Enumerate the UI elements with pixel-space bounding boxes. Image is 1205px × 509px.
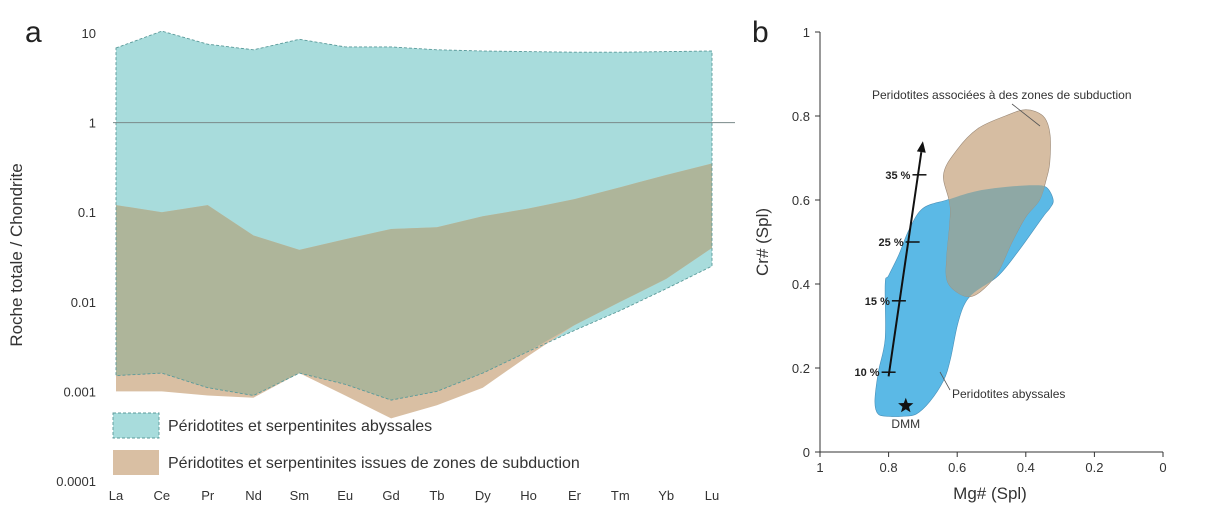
x-tick-label-eu: Eu [337, 488, 353, 503]
legend-swatch-subduction [113, 450, 159, 475]
x-tick-label: 0.2 [1085, 460, 1103, 475]
y-tick-label: 0.8 [792, 109, 810, 124]
x-tick-label-ho: Ho [520, 488, 537, 503]
panel-b-melting-arrow: 10 % 15 % 25 % 35 % [855, 141, 927, 379]
melting-tick-label: 10 % [855, 367, 880, 379]
y-tick-label: 0.0001 [56, 474, 96, 489]
annotation-subduction-leader [1011, 103, 1041, 127]
dmm-star-marker [898, 397, 914, 413]
y-tick-label: 0.01 [71, 295, 96, 310]
annotation-abyssal-leader [939, 371, 951, 391]
y-tick-label: 1 [803, 25, 810, 40]
x-tick-label-tb: Tb [429, 488, 444, 503]
panel-b-x-axis-title: Mg# (Spl) [953, 484, 1027, 503]
x-tick-label-la: La [109, 488, 124, 503]
dmm-label: DMM [891, 417, 920, 431]
x-tick-label: 0.8 [880, 460, 898, 475]
melting-tick-label: 15 % [865, 296, 890, 308]
x-tick-label-gd: Gd [382, 488, 399, 503]
area-overlap [116, 163, 712, 401]
x-tick-label-yb: Yb [658, 488, 674, 503]
x-tick-label-pr: Pr [201, 488, 215, 503]
panel-a-axes: 10 1 0.1 0.01 0.001 0.0001 La Ce Pr Nd Sm Eu Gd Tb Dy H… [56, 26, 719, 503]
panel-b-y-axis-title: Cr# (Spl) [753, 208, 772, 276]
x-tick-label: 0.4 [1017, 460, 1035, 475]
y-tick-label: 1 [89, 116, 96, 131]
field-overlap [943, 185, 1051, 297]
panel-a-legend: Péridotites et serpentinites abyssales P… [112, 412, 580, 475]
panel-a-letter: a [25, 16, 42, 49]
panel-b-fields [874, 109, 1054, 417]
legend-label-abyssal: Péridotites et serpentinites abyssales [168, 418, 432, 435]
annotation-abyssal-peridotites: Peridotites abyssales [952, 387, 1065, 401]
x-tick-label-tm: Tm [611, 488, 630, 503]
x-tick-label-lu: Lu [705, 488, 719, 503]
x-tick-label-er: Er [568, 488, 582, 503]
y-tick-label: 0.4 [792, 277, 810, 292]
panel-b-axes: 1 0.8 0.6 0.4 0.2 0 0 0.2 0.4 0.6 0.8 1 [792, 25, 1167, 475]
panel-a: a 10 1 0.1 0.01 0.001 0.0001 La Ce Pr Nd Sm Eu Gd Tb D… [7, 16, 735, 503]
annotation-subduction-peridotites: Peridotites associées à des zones de sub… [872, 88, 1132, 102]
x-tick-label-dy: Dy [475, 488, 491, 503]
melting-tick-label: 35 % [885, 170, 910, 182]
y-tick-label: 0.001 [63, 384, 96, 399]
x-tick-label-ce: Ce [154, 488, 171, 503]
x-tick-label-nd: Nd [245, 488, 262, 503]
x-tick-label: 0.6 [948, 460, 966, 475]
panel-b: b 1 0.8 0.6 0.4 0.2 0 0 0.2 0.4 0.6 0.8 1 10 % 15 % 2… [752, 16, 1167, 503]
melting-arrow-head [916, 141, 926, 153]
area-abyssal-outline [115, 30, 713, 401]
legend-label-subduction: Péridotites et serpentinites issues de z… [168, 455, 580, 472]
legend-swatch-abyssal [112, 412, 160, 439]
panel-a-y-axis-title: Roche totale / Chondrite [7, 163, 26, 346]
x-tick-label: 1 [816, 460, 823, 475]
panel-b-letter: b [752, 16, 769, 49]
panel-a-areas [115, 30, 713, 419]
y-tick-label: 0 [803, 445, 810, 460]
melting-arrow-shaft [887, 151, 923, 377]
y-tick-label: 0.2 [792, 361, 810, 376]
y-tick-label: 10 [82, 26, 96, 41]
melting-tick-label: 25 % [879, 237, 904, 249]
x-tick-label-sm: Sm [290, 488, 310, 503]
x-tick-label: 0 [1159, 460, 1166, 475]
y-tick-label: 0.1 [78, 205, 96, 220]
panel-b-points: DMM [891, 397, 920, 431]
y-tick-label: 0.6 [792, 193, 810, 208]
